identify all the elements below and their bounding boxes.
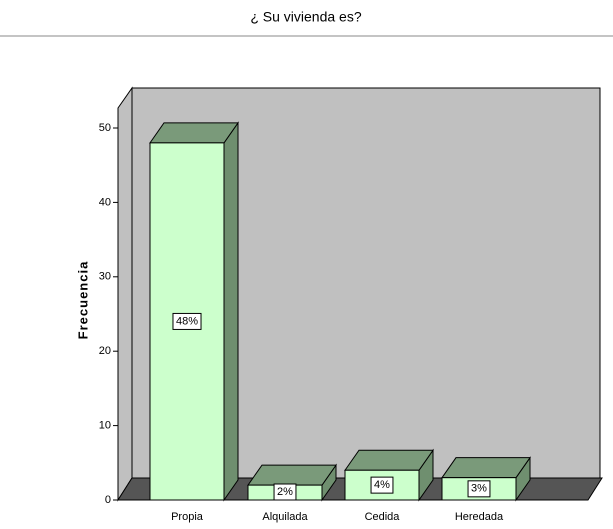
y-tick-label: 50 [99,122,111,134]
bar-side [223,121,239,502]
x-tick-label: Propia [171,511,204,523]
x-tick-label: Heredada [455,511,504,523]
value-label-box [273,483,297,501]
bar-top [149,122,239,144]
value-label: 2% [277,486,293,498]
value-label-box [370,476,394,494]
side-wall [117,86,133,502]
value-label: 4% [374,479,390,491]
y-tick-label: 30 [99,271,111,283]
x-tick-label: Cedida [365,511,401,523]
value-label: 3% [471,483,487,495]
y-tick-label: 10 [99,420,111,432]
value-label-box [467,480,491,498]
x-tick-label: Alquilada [262,511,308,523]
y-tick-label: 20 [99,345,111,357]
value-label: 48% [176,315,198,327]
bar-top [247,464,337,486]
bar-top [344,449,434,471]
y-tick-label: 40 [99,196,111,208]
y-axis-label: Frecuencia [75,261,90,340]
value-label-box [172,312,202,330]
y-tick-label: 0 [105,494,111,506]
chart-title: ¿ Su vivienda es? [250,9,361,25]
bar-top [441,457,531,479]
